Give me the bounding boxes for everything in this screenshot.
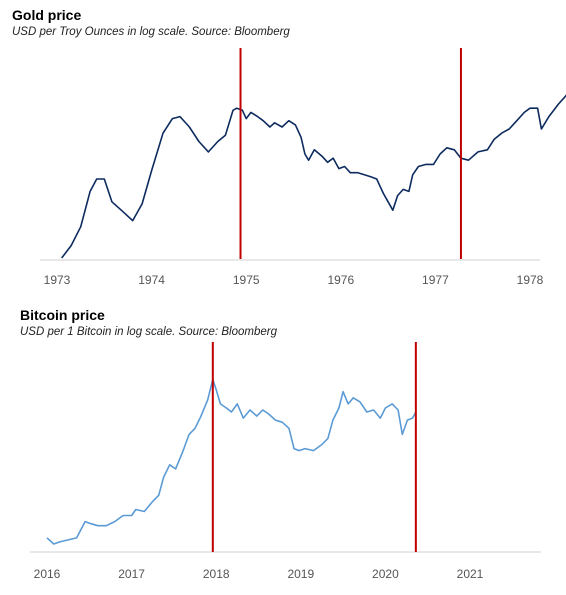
gold-x-tick-label: 1976 (327, 273, 354, 287)
bitcoin-x-tick-label: 2017 (118, 567, 145, 581)
gold-chart-title: Gold price (12, 7, 82, 23)
gold-x-tick-label: 1974 (138, 273, 165, 287)
gold-x-tick-label: 1973 (44, 273, 71, 287)
gold-x-tick-label: 1978 (517, 273, 544, 287)
bitcoin-chart-title: Bitcoin price (20, 307, 105, 323)
bitcoin-x-tick-label: 2016 (34, 567, 61, 581)
bitcoin-x-tick-label: 2021 (457, 567, 484, 581)
bitcoin-x-tick-label: 2020 (372, 567, 399, 581)
gold-x-tick-label: 1977 (422, 273, 449, 287)
gold-chart-subtitle: USD per Troy Ounces in log scale. Source… (12, 26, 290, 38)
bitcoin-x-tick-label: 2019 (287, 567, 314, 581)
bitcoin-chart-subtitle: USD per 1 Bitcoin in log scale. Source: … (20, 326, 277, 338)
bitcoin-price-line (46, 378, 417, 545)
bitcoin-x-tick-label: 2018 (203, 567, 230, 581)
gold-x-tick-label: 1975 (233, 273, 260, 287)
gold-price-line (61, 94, 566, 259)
